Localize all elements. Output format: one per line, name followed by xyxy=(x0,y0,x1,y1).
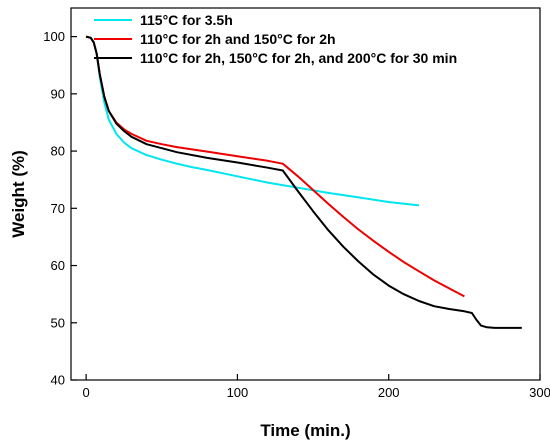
plot-lines xyxy=(85,35,522,329)
series-line-2 xyxy=(85,35,465,298)
legend-label-2: 110°C for 2h and 150°C for 2h xyxy=(140,31,336,47)
y-tick-label: 80 xyxy=(51,144,65,159)
y-tick-label: 100 xyxy=(43,29,65,44)
legend: 115°C for 3.5h 110°C for 2h and 150°C for… xyxy=(94,12,457,66)
y-axis-ticks: 40 50 60 70 80 90 100 xyxy=(43,29,77,388)
series-line-3 xyxy=(85,35,522,329)
x-axis-title: Time (min.) xyxy=(260,421,350,440)
x-tick-label: 0 xyxy=(83,385,90,400)
plot-frame xyxy=(70,7,541,381)
y-tick-label: 40 xyxy=(51,373,65,388)
x-axis-ticks: 0 100 200 300 xyxy=(83,374,550,400)
y-tick-label: 50 xyxy=(51,315,65,330)
y-tick-label: 90 xyxy=(51,86,65,101)
y-tick-label: 70 xyxy=(51,201,65,216)
x-tick-label: 100 xyxy=(227,385,249,400)
y-axis-title: Weight (%) xyxy=(9,150,28,238)
x-tick-label: 300 xyxy=(529,385,550,400)
y-tick-label: 60 xyxy=(51,258,65,273)
legend-label-3: 110°C for 2h, 150°C for 2h, and 200°C fo… xyxy=(140,50,457,66)
x-tick-label: 200 xyxy=(378,385,400,400)
legend-label-1: 115°C for 3.5h xyxy=(140,12,233,28)
